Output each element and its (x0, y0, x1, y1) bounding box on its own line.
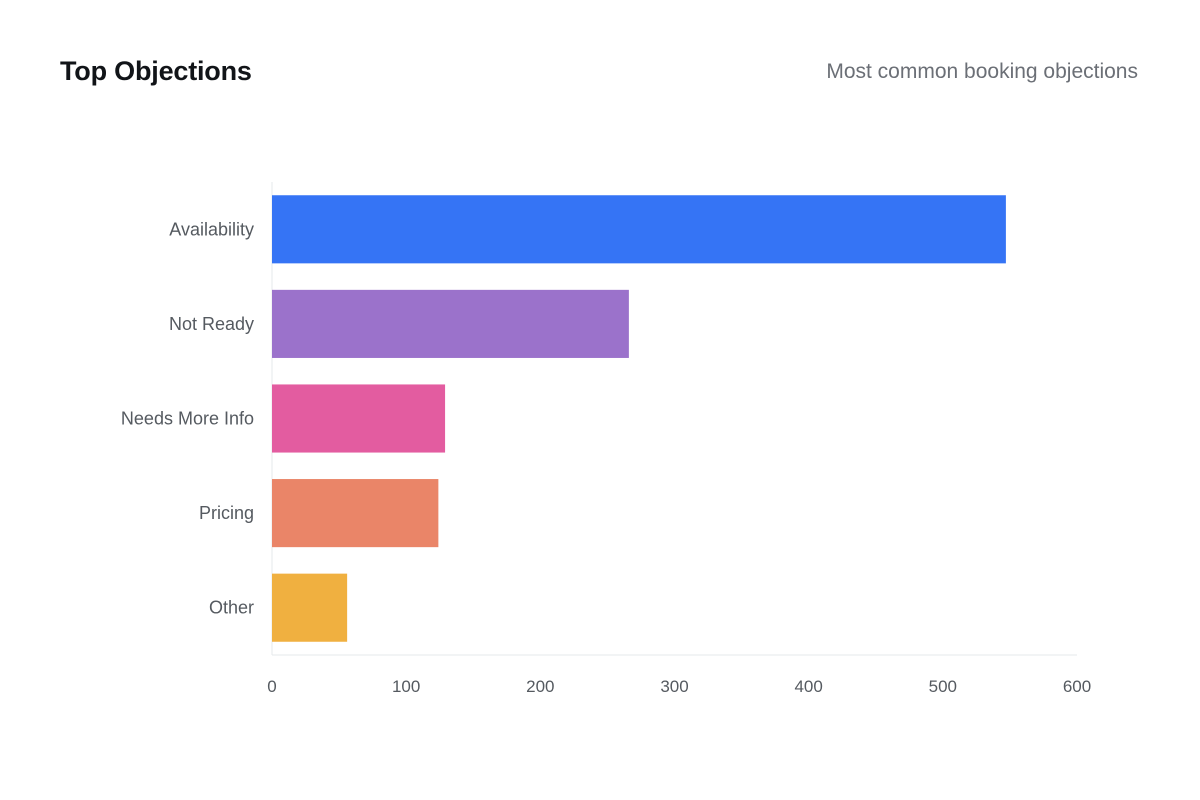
x-tick-label-200: 200 (526, 677, 554, 696)
chart-subtitle: Most common booking objections (826, 60, 1138, 83)
category-label-availability: Availability (169, 219, 254, 239)
x-tick-label-500: 500 (929, 677, 957, 696)
bar-not-ready[interactable] (272, 289, 629, 358)
category-label-needs-more-info: Needs More Info (121, 409, 254, 429)
x-tick-label-600: 600 (1063, 677, 1091, 696)
bar-needs-more-info[interactable] (272, 384, 446, 453)
x-tick-label-400: 400 (794, 677, 822, 696)
x-tick-label-300: 300 (660, 677, 688, 696)
bar-pricing[interactable] (272, 479, 439, 548)
x-tick-label-100: 100 (392, 677, 420, 696)
x-tick-label-0: 0 (267, 677, 276, 696)
category-label-not-ready: Not Ready (169, 314, 254, 334)
chart-title: Top Objections (60, 56, 252, 86)
bar-other[interactable] (272, 573, 348, 642)
category-label-other: Other (209, 598, 254, 618)
bar-availability[interactable] (272, 195, 1006, 264)
category-label-pricing: Pricing (199, 503, 254, 523)
